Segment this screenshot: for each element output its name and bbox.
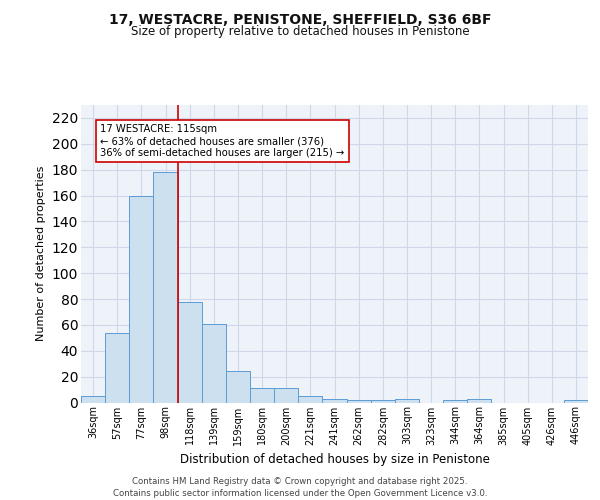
Bar [371,400,395,402]
Bar [250,388,274,402]
Bar [81,396,105,402]
Y-axis label: Number of detached properties: Number of detached properties [36,166,46,342]
Bar [178,302,202,402]
Bar [443,400,467,402]
Bar [395,398,419,402]
Bar [298,396,322,402]
Bar [274,388,298,402]
Bar [202,324,226,402]
Text: 17, WESTACRE, PENISTONE, SHEFFIELD, S36 6BF: 17, WESTACRE, PENISTONE, SHEFFIELD, S36 … [109,12,491,26]
X-axis label: Distribution of detached houses by size in Penistone: Distribution of detached houses by size … [179,453,490,466]
Bar [105,332,129,402]
Bar [154,172,178,402]
Bar [322,398,347,402]
Text: 17 WESTACRE: 115sqm
← 63% of detached houses are smaller (376)
36% of semi-detac: 17 WESTACRE: 115sqm ← 63% of detached ho… [100,124,344,158]
Bar [226,372,250,402]
Text: Contains HM Land Registry data © Crown copyright and database right 2025.
Contai: Contains HM Land Registry data © Crown c… [113,476,487,498]
Bar [467,398,491,402]
Text: Size of property relative to detached houses in Penistone: Size of property relative to detached ho… [131,25,469,38]
Bar [347,400,371,402]
Bar [129,196,154,402]
Bar [564,400,588,402]
